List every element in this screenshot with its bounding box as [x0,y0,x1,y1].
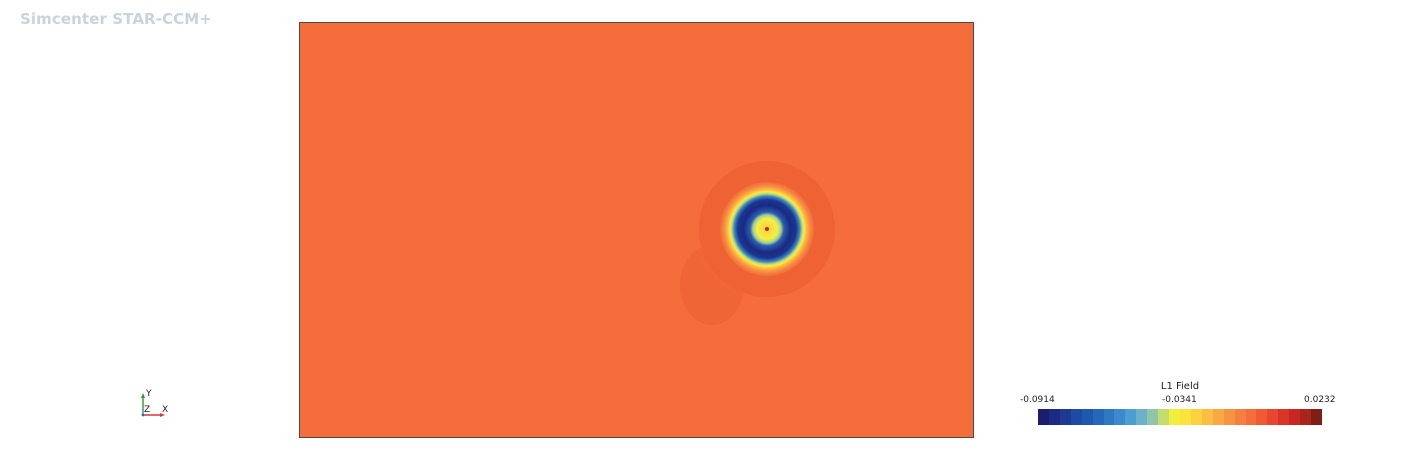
legend-swatch [1125,409,1137,425]
legend-swatch [1158,409,1170,425]
legend-swatch [1267,409,1279,425]
x-axis-label: X [162,405,169,415]
legend-swatch [1081,409,1093,425]
legend-swatch [1212,409,1224,425]
scalar-scene [300,23,973,437]
field-background [300,23,973,437]
legend-colorbar [1038,409,1322,425]
legend-swatch [1136,409,1148,425]
z-axis-label: Z [144,405,151,415]
legend-swatch [1048,409,1060,425]
legend-swatch [1103,409,1115,425]
legend-swatch [1190,409,1202,425]
legend-swatch [1278,409,1290,425]
legend-swatch [1038,409,1049,425]
legend-swatch [1201,409,1213,425]
vortex-center [765,227,769,231]
legend-swatch [1256,409,1268,425]
legend-swatch [1169,409,1180,425]
legend-swatch [1059,409,1071,425]
x-axis-arrow [160,413,165,417]
legend-max-label: 0.0232 [1304,395,1336,405]
axis-triad-graphic [141,393,165,417]
y-axis-arrow [141,393,145,398]
color-legend[interactable]: L1 Field -0.0914 -0.0341 0.0232 [1018,380,1342,430]
legend-swatch [1223,409,1235,425]
app-brand-watermark: Simcenter STAR-CCM+ [20,10,212,28]
legend-mid-label: -0.0341 [1162,395,1197,405]
legend-swatch [1245,409,1257,425]
axis-triad: Y Z X [138,388,178,420]
legend-swatch [1114,409,1126,425]
legend-swatch [1289,409,1301,425]
scene-viewport[interactable] [299,22,974,438]
legend-min-label: -0.0914 [1020,395,1055,405]
legend-swatch [1234,409,1246,425]
legend-swatch [1070,409,1082,425]
legend-swatch [1092,409,1104,425]
y-axis-label: Y [146,389,152,399]
legend-swatch [1300,409,1312,425]
legend-swatch [1179,409,1191,425]
legend-title: L1 Field [1160,381,1200,392]
legend-swatch [1147,409,1159,425]
z-axis-dot [141,413,145,417]
legend-swatch [1311,409,1322,425]
